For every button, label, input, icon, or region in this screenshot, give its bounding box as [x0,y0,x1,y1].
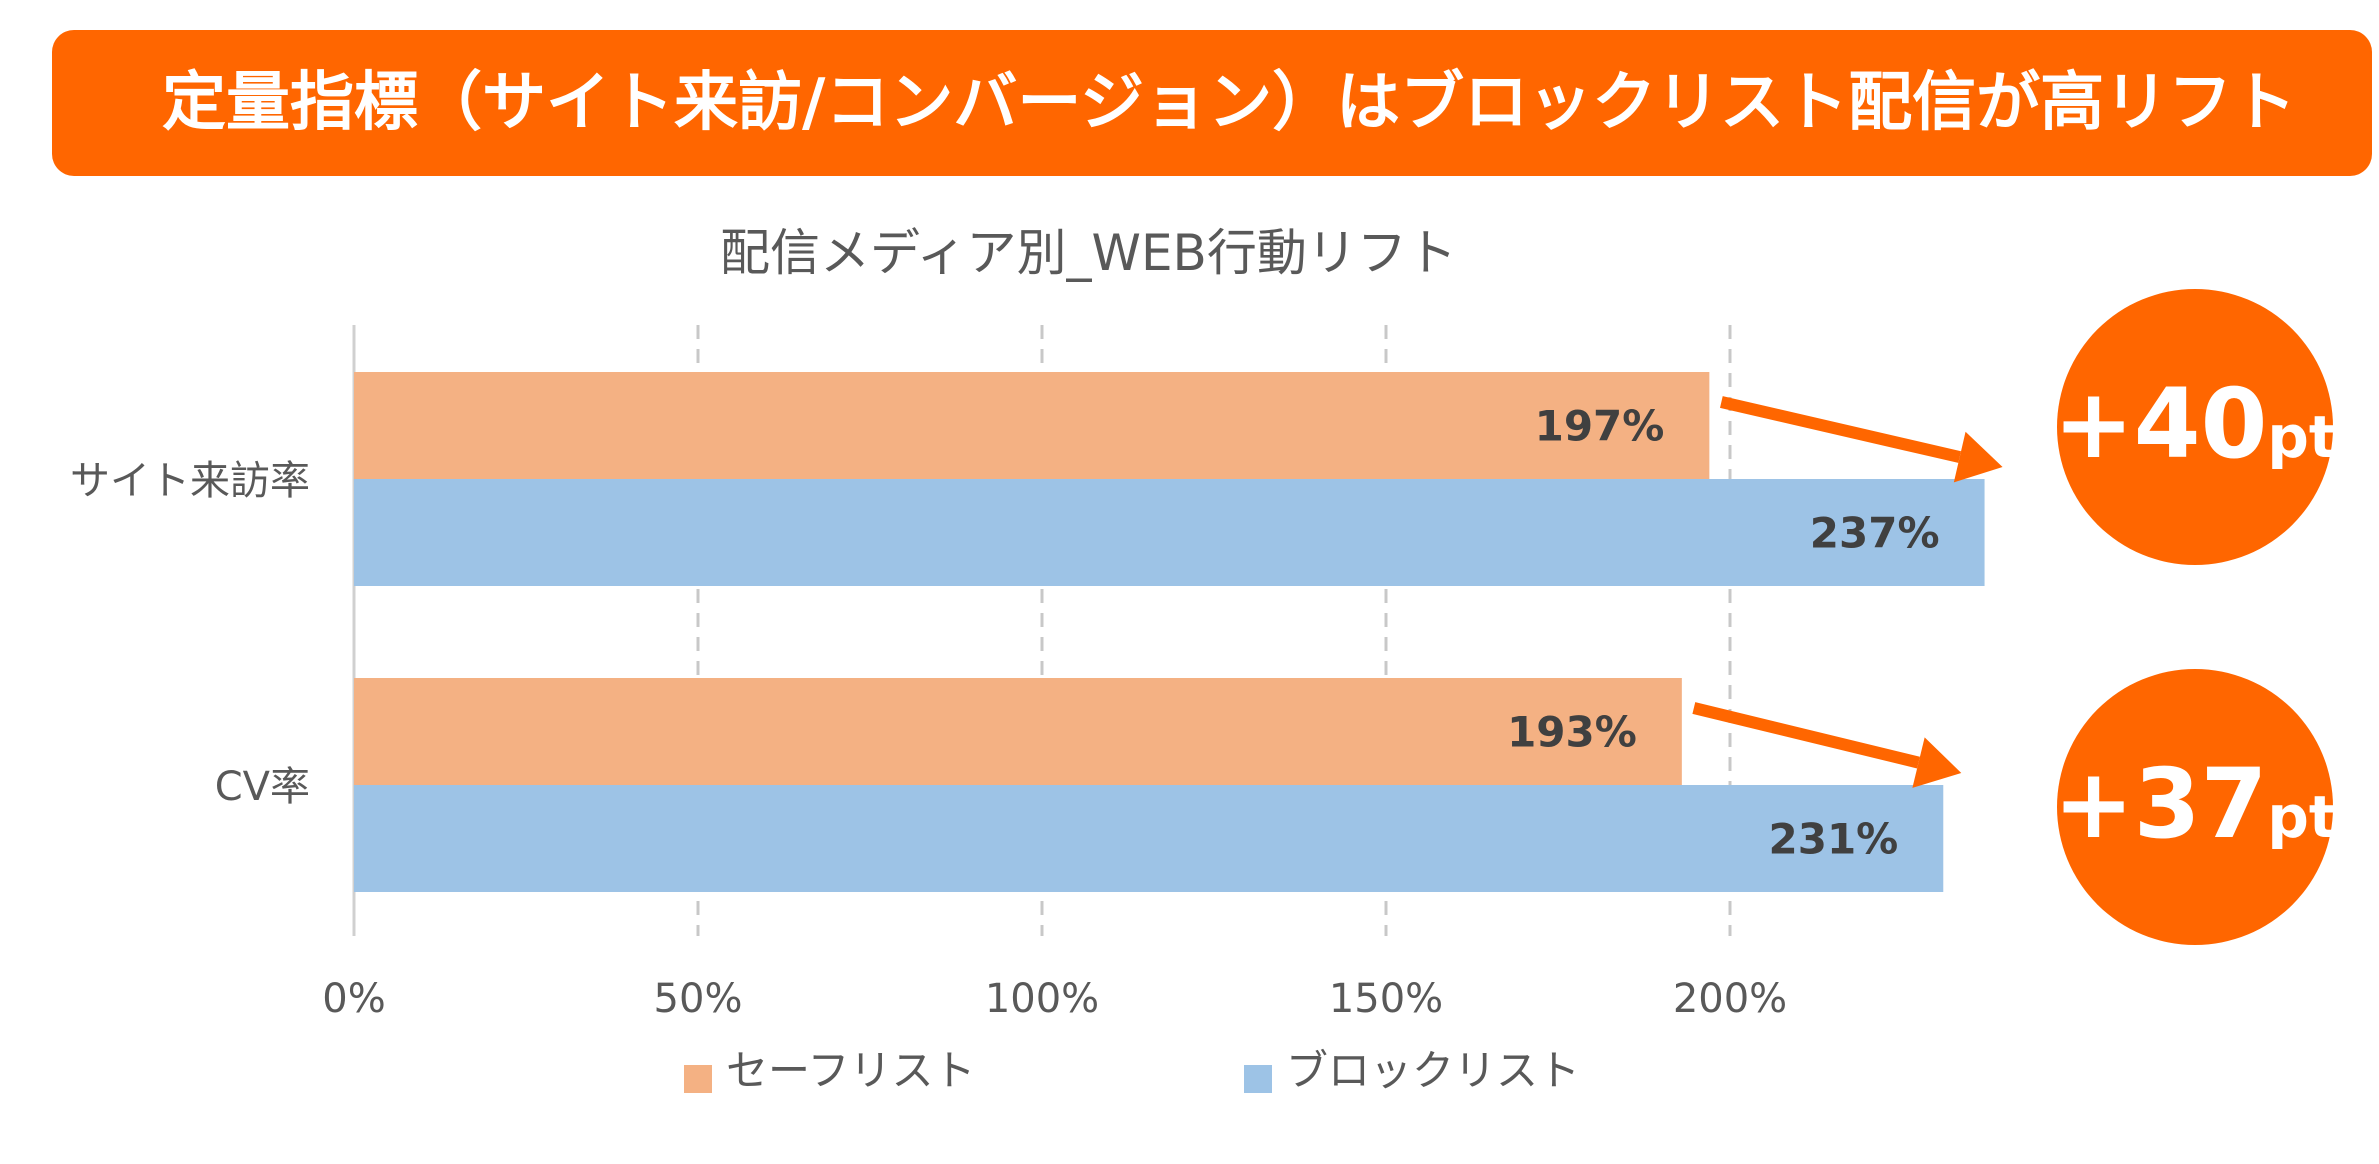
data-label: 231% [1769,815,1899,864]
header-banner: 定量指標（サイト来訪/コンバージョン）はブロックリスト配信が高リフト [52,30,2372,176]
x-tick-labels: 0% 50% 100% 150% 200% [322,976,1787,1022]
legend-swatch [1244,1065,1272,1093]
data-label: 237% [1810,509,1940,558]
lift-arrow [1720,396,1962,463]
bar-blocklist [354,479,1985,586]
lift-arrow-head [1953,431,2003,483]
lift-annotations: +40pt +37pt [2053,289,2337,945]
legend-label: セーフリスト [726,1046,975,1095]
lift-value: +37pt [2053,748,2336,860]
bars [354,372,1985,892]
legend: セーフリスト ブロックリスト [684,1046,1580,1095]
chart-title: 配信メディア別_WEB行動リフト [720,224,1457,282]
bar-blocklist [354,785,1944,892]
x-tick-label: 50% [654,976,743,1022]
category-label: サイト来訪率 [70,458,310,504]
legend-swatch [684,1065,712,1093]
lift-arrow-head [1912,737,1962,788]
legend-label: ブロックリスト [1286,1046,1580,1095]
bar-safelist [354,678,1682,785]
data-labels: 197% 193% 237% 231% [1507,402,1939,864]
lift-value: +40pt [2053,368,2336,480]
x-tick-label: 200% [1673,976,1787,1022]
lift-arrows [1692,396,2003,788]
x-tick-label: 100% [985,976,1099,1022]
lift-circle [2057,669,2333,945]
banner-title: 定量指標（サイト来訪/コンバージョン）はブロックリスト配信が高リフト [162,66,2297,140]
data-label: 193% [1507,708,1637,757]
category-labels: サイト来訪率 CV率 [70,458,310,810]
bar-safelist [354,372,1710,479]
lift-arrow [1692,702,1920,769]
x-tick-label: 0% [322,976,385,1022]
data-label: 197% [1535,402,1665,451]
x-tick-label: 150% [1329,976,1443,1022]
lift-circle [2057,289,2333,565]
category-label: CV率 [215,764,310,810]
